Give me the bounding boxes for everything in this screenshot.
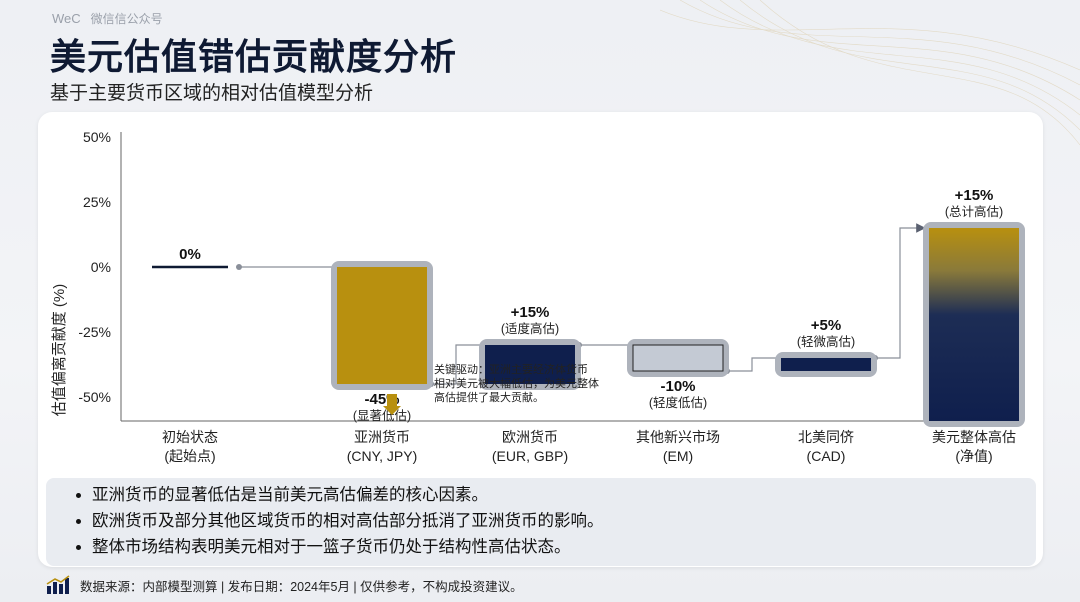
data-label: +5% — [811, 317, 841, 334]
data-sublabel: (适度高估) — [501, 321, 559, 336]
takeaway-item: 欧洲货币及部分其他区域货币的相对高估部分抵消了亚洲货币的影响。 — [92, 508, 1036, 534]
y-axis-label: 估值偏离贡献度 (%) — [51, 284, 68, 417]
page-subtitle: 基于主要货币区域的相对估值模型分析 — [50, 83, 374, 104]
x-category-label: 欧洲货币 — [502, 429, 558, 445]
connector-dot — [236, 264, 242, 270]
key-takeaways: 亚洲货币的显著低估是当前美元高估偏差的核心因素。 欧洲货币及部分其他区域货币的相… — [46, 478, 1036, 566]
takeaway-item: 亚洲货币的显著低估是当前美元高估偏差的核心因素。 — [92, 482, 1036, 508]
watermark: WeC 微信信公众号 — [52, 10, 163, 27]
y-tick-label: 0% — [91, 259, 111, 275]
bar-4 — [781, 358, 871, 371]
data-label: -10% — [660, 378, 695, 395]
x-category-label: 北美同侪 — [798, 429, 854, 445]
x-category-sublabel: (起始点) — [164, 448, 215, 464]
waterfall-chart: 50% 25% 0% -25% -50% 初始状态 (起始点) 亚洲货币 (CNY, JPY)… — [51, 129, 1025, 464]
data-sublabel: (轻度低估) — [649, 395, 707, 410]
footer-source: 数据来源：内部模型测算 | 发布日期：2024年5月 | 仅供参考，不构成投资建… — [80, 579, 523, 594]
connector-line — [431, 344, 481, 385]
footer: 数据来源：内部模型测算 | 发布日期：2024年5月 | 仅供参考，不构成投资建… — [46, 574, 523, 596]
data-sublabel: (总计高估) — [945, 204, 1003, 219]
watermark-brand: WeC — [52, 11, 81, 26]
data-label: +15% — [955, 187, 994, 204]
connector-line — [727, 357, 777, 372]
x-category-label: 亚洲货币 — [354, 429, 410, 445]
bar-5 — [929, 228, 1019, 421]
bar-3 — [632, 344, 724, 372]
x-category-sublabel: (EUR, GBP) — [492, 448, 568, 464]
data-label: +15% — [511, 304, 550, 321]
bar-1 — [337, 267, 427, 384]
annotation-line-2: 相对美元被大幅低估，为美元整体 — [434, 376, 599, 390]
connector-line — [875, 223, 926, 359]
page-title: 美元估值错估贡献度分析 — [50, 36, 458, 77]
x-category-sublabel: (CNY, JPY) — [347, 448, 418, 464]
decorative-wave-lines — [660, 0, 1080, 146]
bar-2 — [485, 345, 575, 384]
takeaway-item: 整体市场结构表明美元相对于一篮子货币仍处于结构性高估状态。 — [92, 534, 1036, 560]
annotation-line-1: 关键驱动：亚洲主要经济体货币 — [434, 362, 588, 376]
x-category-sublabel: (净值) — [955, 448, 992, 464]
y-tick-label: 25% — [83, 194, 111, 210]
x-category-sublabel: (CAD) — [807, 448, 846, 464]
y-tick-label: 50% — [83, 129, 111, 145]
bar-chart-icon — [46, 575, 70, 594]
annotation-arrow-icon — [383, 394, 401, 415]
x-category-sublabel: (EM) — [663, 448, 693, 464]
annotation: 关键驱动：亚洲主要经济体货币 相对美元被大幅低估，为美元整体 高估提供了最大贡献… — [383, 362, 599, 415]
data-label: 0% — [179, 246, 201, 263]
y-tick-label: -50% — [78, 389, 111, 405]
data-sublabel: (轻微高估) — [797, 334, 855, 349]
x-category-label: 其他新兴市场 — [636, 429, 720, 445]
watermark-text: 微信信公众号 — [90, 12, 163, 26]
x-category-label: 美元整体高估 — [932, 429, 1016, 445]
x-category-label: 初始状态 — [162, 429, 218, 445]
y-tick-label: -25% — [78, 324, 111, 340]
data-sublabel: (显著低估) — [353, 409, 411, 423]
annotation-line-3: 高估提供了最大贡献。 — [434, 390, 544, 404]
